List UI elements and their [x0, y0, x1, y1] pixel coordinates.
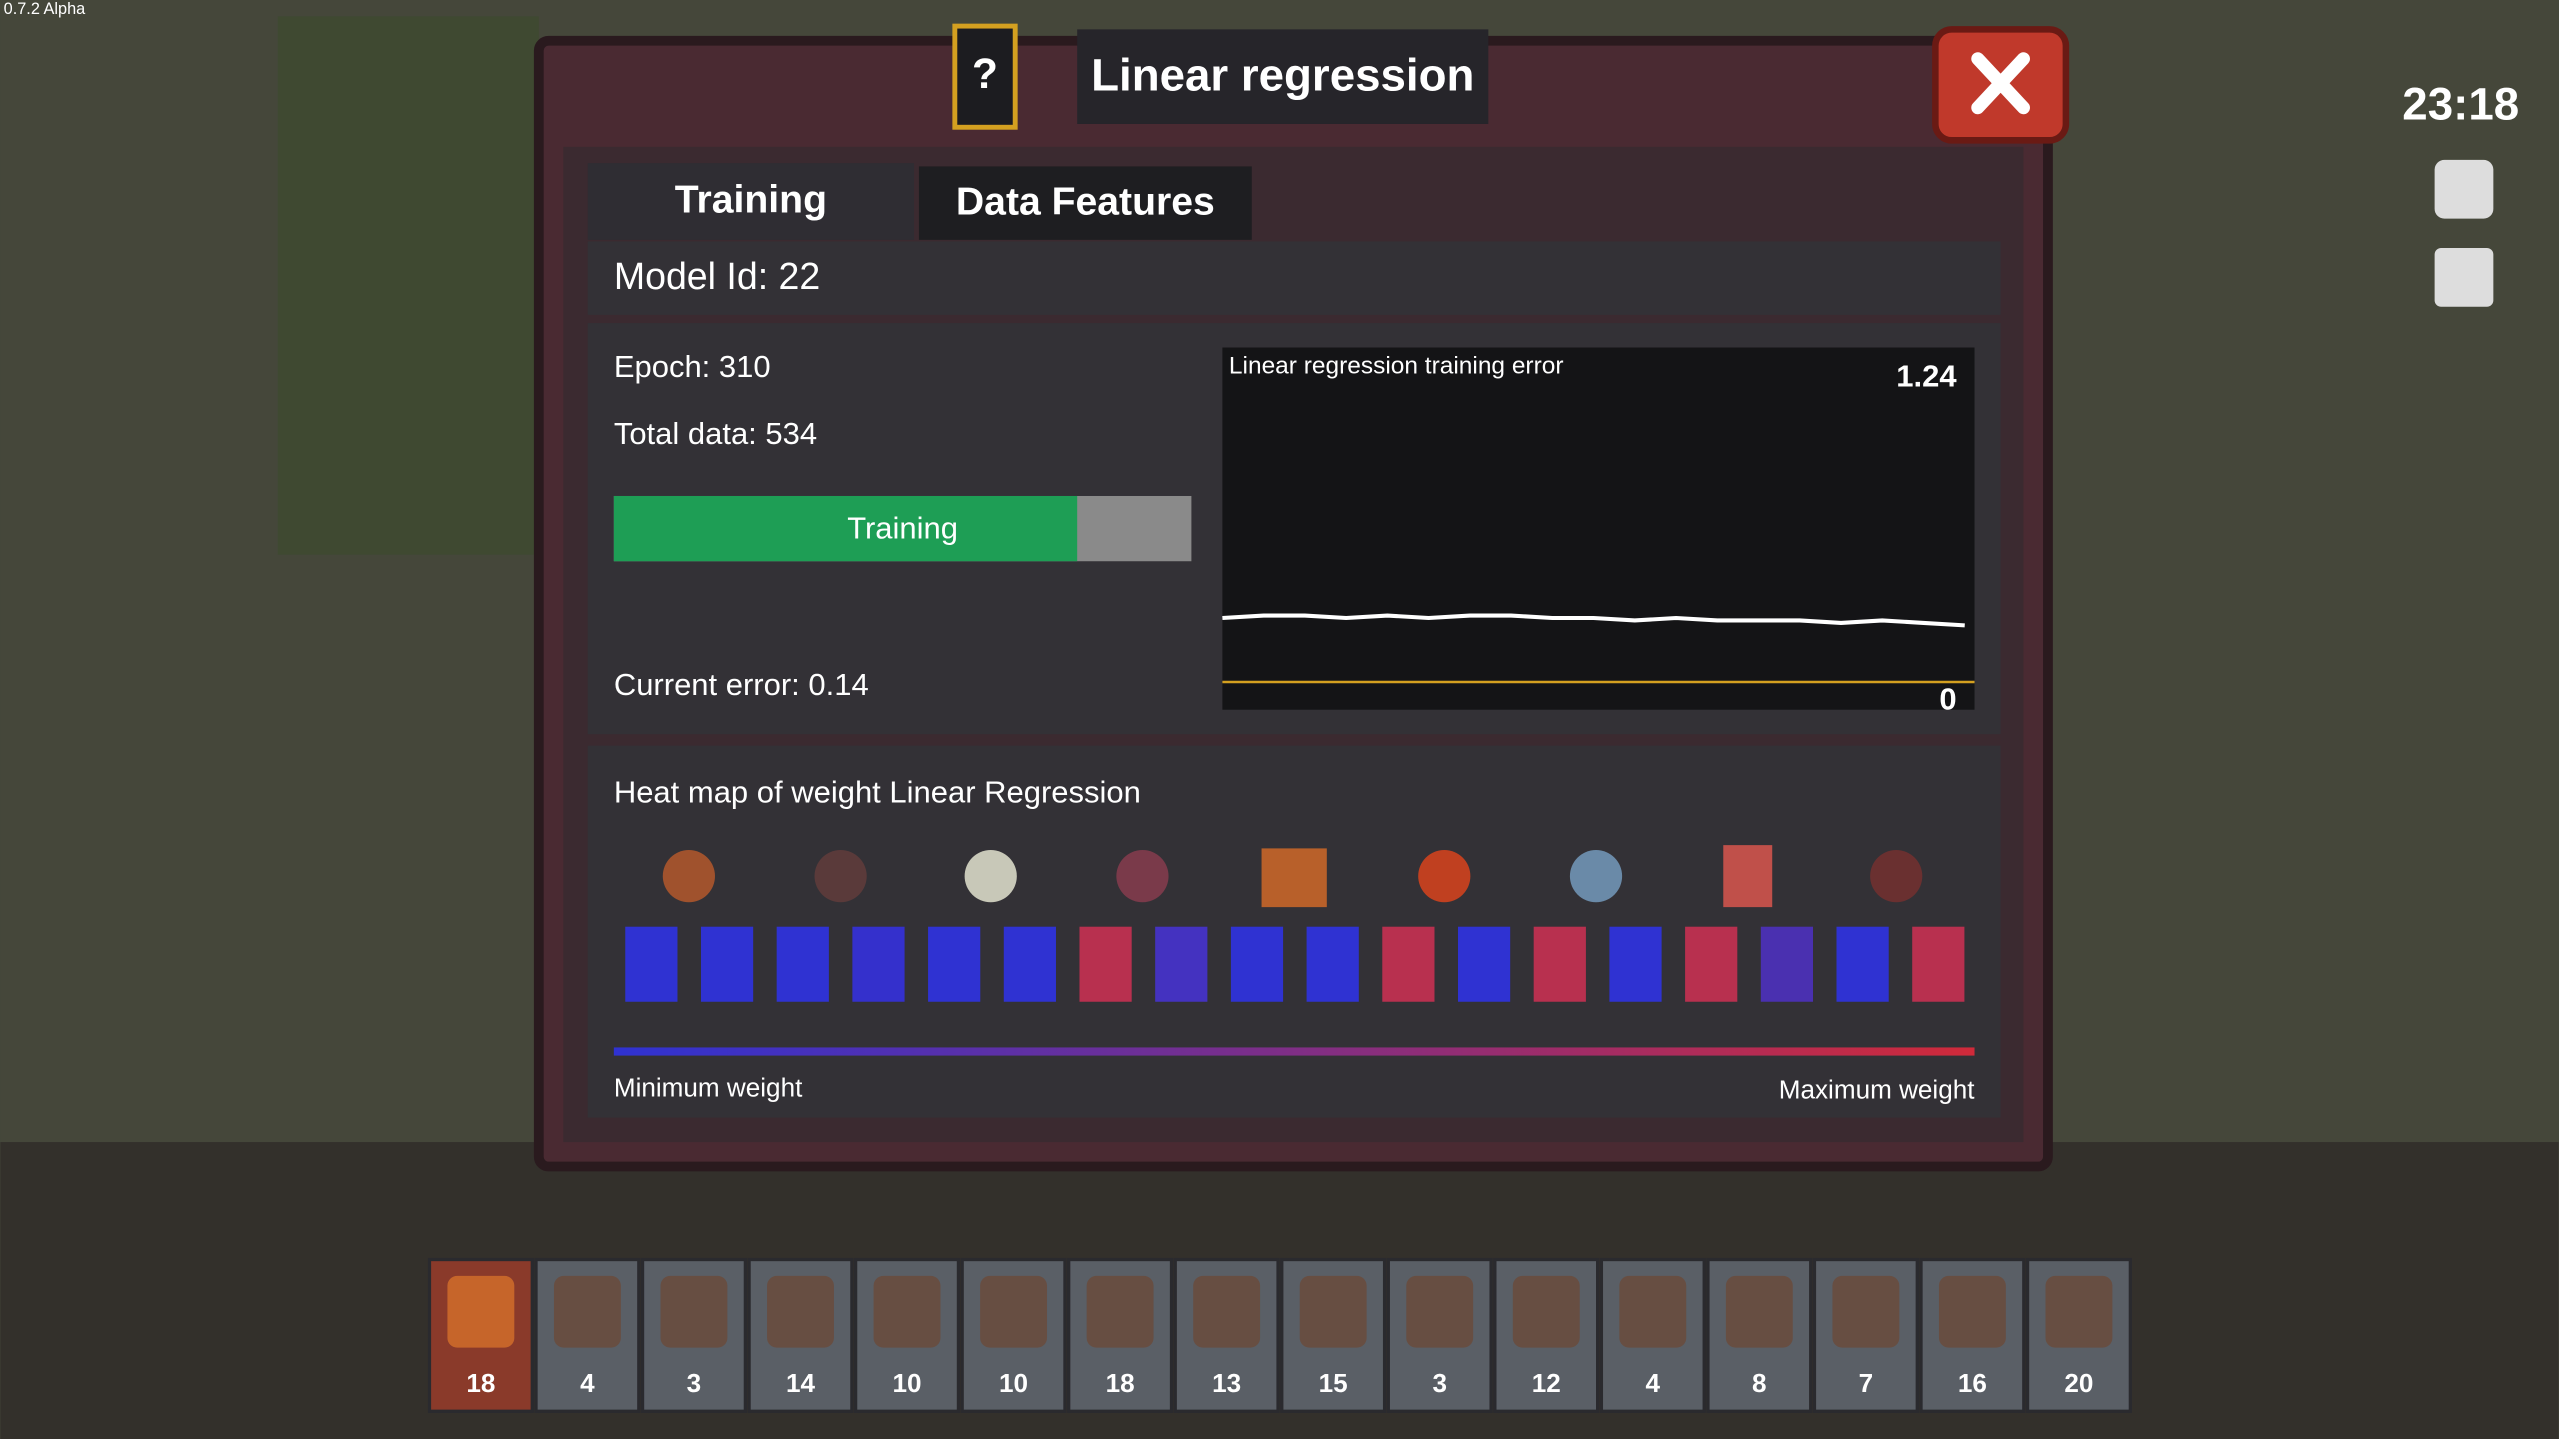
toolbar-count: 15: [1319, 1368, 1348, 1398]
toolbar-count: 4: [580, 1368, 595, 1398]
model-id: Model Id: 22: [614, 255, 820, 297]
toolbar-icon: [1299, 1275, 1367, 1348]
weight-cell: [1457, 926, 1511, 1002]
tab-label: Training: [675, 179, 827, 222]
heatmap: [625, 926, 1965, 1002]
heatmap-title: Heat map of weight Linear Regression: [614, 775, 1141, 810]
training-button[interactable]: [613, 495, 1078, 562]
weight-cell: [1609, 926, 1662, 1002]
weight-cell: [1155, 926, 1208, 1002]
toolbar-icon: [767, 1275, 834, 1348]
version: 0.7.2 Alpha: [4, 0, 86, 18]
toolbar-icon: [1512, 1275, 1580, 1348]
weight-cell: [625, 926, 678, 1002]
toolbar-icon: [1619, 1275, 1687, 1348]
toolbar-icon: [1406, 1275, 1474, 1348]
feature-icon: [1723, 845, 1773, 908]
clock: 23:18: [2402, 79, 2519, 130]
chart-title: Linear regression training error: [1229, 353, 1564, 380]
toolbar-icon: [447, 1275, 515, 1348]
backpack-button[interactable]: [2434, 159, 2494, 219]
toolbar-count: 3: [687, 1368, 702, 1398]
toolbar-icon: [1086, 1275, 1154, 1348]
crop-field: [277, 16, 539, 555]
toolbar-icon: [873, 1275, 941, 1348]
toolbar-count: 20: [2064, 1368, 2093, 1398]
toolbar-icon: [1725, 1275, 1793, 1348]
error-chart: [1222, 347, 1975, 710]
min-weight-label: Minimum weight: [614, 1073, 803, 1103]
dialog-title: Linear regression: [1091, 49, 1474, 100]
weight-cell: [852, 926, 905, 1002]
toolbar-count: 4: [1646, 1368, 1661, 1398]
toolbar-icon: [1193, 1275, 1261, 1348]
toolbar-count: 18: [1106, 1368, 1135, 1398]
feature-icon: [1569, 850, 1623, 903]
feature-icon: [814, 850, 867, 903]
max-weight-label: Maximum weight: [1779, 1074, 1976, 1104]
weight-cell: [1230, 926, 1284, 1002]
toolbar-icon: [660, 1275, 728, 1348]
weight-cell: [700, 926, 754, 1002]
weight-cell: [928, 926, 981, 1002]
weight-cell: [776, 926, 829, 1002]
toolbar-count: 14: [786, 1368, 816, 1398]
feature-icon: [1116, 850, 1169, 903]
tab-training[interactable]: [587, 163, 915, 240]
weight-cell: [1003, 926, 1056, 1002]
weight-cell: [1912, 926, 1965, 1002]
weight-cell: [1760, 926, 1814, 1002]
weight-cell: [1306, 926, 1359, 1002]
feature-icon: [1261, 848, 1327, 908]
toolbar-count: 13: [1212, 1368, 1241, 1398]
toolbar-icon: [553, 1275, 621, 1348]
weight-cell: [1836, 926, 1889, 1002]
error-line: [1222, 613, 1965, 628]
toolbar-icon: [2045, 1275, 2113, 1348]
weight-cell: [1382, 926, 1435, 1002]
total-data: Total data: 534: [614, 416, 817, 451]
help-button[interactable]: [952, 23, 1018, 130]
toolbar-count: 10: [999, 1368, 1028, 1398]
toolbar: 18 4 3 14 10 10 18 13 15 3 12 4 8 7 16 20: [427, 1257, 2132, 1413]
toolbar-count: 8: [1752, 1368, 1767, 1398]
toolbar-count: 3: [1432, 1368, 1447, 1398]
chart-plot: 01.24: [1222, 359, 1975, 717]
feature-icon: [1870, 850, 1923, 903]
close-icon: [1971, 52, 2030, 115]
weight-gradient: [613, 1047, 1975, 1056]
weight-cell: [1533, 926, 1586, 1002]
tab-label: Data Features: [956, 180, 1215, 223]
y-tick-label: 1.24: [1896, 359, 1957, 394]
feature-icon: [964, 850, 1017, 903]
toolbar-count: 7: [1859, 1368, 1874, 1398]
toolbar-icon: [1938, 1275, 2006, 1348]
toolbar-count: 10: [893, 1368, 922, 1398]
toolbar-icon: [980, 1275, 1048, 1348]
help-label: ?: [972, 50, 998, 97]
weight-cell: [1079, 926, 1132, 1002]
toolbar-count: 12: [1532, 1368, 1561, 1398]
feature-icons: [662, 845, 1923, 908]
y-tick-label: 0: [1939, 682, 1956, 717]
toolbar-icon: [1832, 1275, 1900, 1348]
epoch: Epoch: 310: [614, 349, 771, 384]
weight-cell: [1685, 926, 1738, 1002]
toolbar-count: 16: [1958, 1368, 1987, 1398]
model-panel: [587, 241, 2001, 315]
tech-tree-button[interactable]: [2434, 247, 2494, 307]
feature-icon: [662, 850, 715, 903]
tab-data-features[interactable]: [918, 166, 1252, 240]
training-button-label: Training: [847, 510, 958, 545]
title-box: [1077, 29, 1489, 124]
feature-icon: [1418, 850, 1471, 903]
toolbar-count: 18: [466, 1368, 495, 1398]
current-error: Current error: 0.14: [614, 667, 869, 702]
